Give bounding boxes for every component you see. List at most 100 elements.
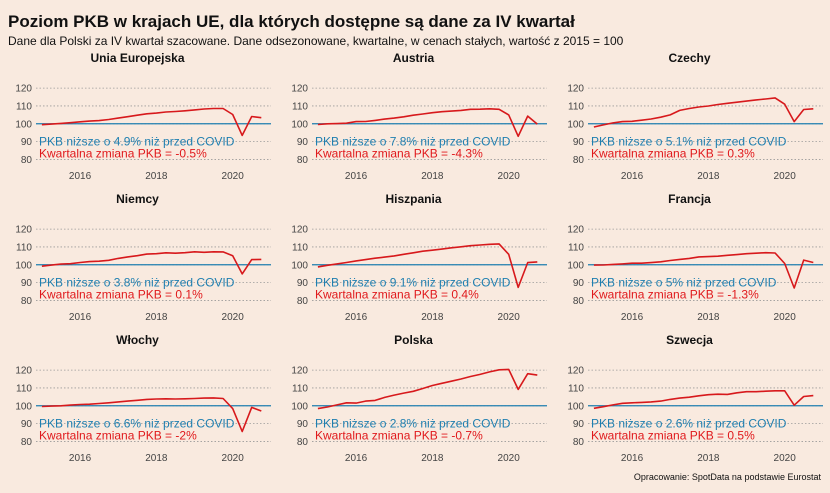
x-tick-label: 2020 [222, 453, 245, 464]
annotation-covid: PKB niższe o 9.1% niż przed COVID [315, 276, 511, 290]
annotation-covid: PKB niższe o 3.8% niż przed COVID [39, 276, 235, 290]
y-tick-label: 90 [297, 278, 309, 289]
source-note: Opracowanie: SpotData na podstawie Euros… [633, 472, 821, 482]
y-tick-label: 100 [567, 119, 584, 130]
annotation-qoq: Kwartalna zmiana PKB = -0.7% [315, 429, 483, 443]
annotation-qoq: Kwartalna zmiana PKB = -2% [39, 429, 197, 443]
y-tick-label: 120 [567, 366, 584, 377]
annotation-covid: PKB niższe o 4.9% niż przed COVID [39, 135, 235, 149]
panel-title: Francja [668, 192, 711, 206]
y-tick-label: 80 [573, 437, 585, 448]
x-tick-label: 2018 [421, 312, 444, 323]
x-tick-label: 2018 [145, 453, 168, 464]
page-title: Poziom PKB w krajach UE, dla których dos… [8, 12, 575, 31]
y-tick-label: 110 [16, 383, 32, 394]
x-tick-label: 2018 [697, 453, 720, 464]
y-tick-label: 110 [568, 383, 584, 394]
chart-panel-2: Austria 80 90 100 110 120 2016 2018 2020 PKB niżs… [291, 51, 547, 182]
panel-title: Szwecja [666, 333, 713, 347]
y-tick-label: 120 [567, 84, 584, 95]
x-tick-label: 2020 [774, 453, 797, 464]
annotation-qoq: Kwartalna zmiana PKB = -1.3% [591, 288, 759, 302]
series-line [41, 107, 262, 137]
chart-panel-6: Francja 80 90 100 110 120 2016 2018 2020 PKB niżs… [567, 192, 823, 323]
y-tick-label: 120 [291, 225, 308, 236]
annotation-covid: PKB niższe o 5% niż przed COVID [591, 276, 777, 290]
x-tick-label: 2016 [621, 312, 644, 323]
y-tick-label: 110 [292, 101, 308, 112]
panel-title: Austria [393, 51, 435, 65]
chart-panel-9: Szwecja 80 90 100 110 120 2016 2018 2020 PKB niżs… [567, 333, 823, 464]
series-line [317, 108, 538, 138]
panel-title: Niemcy [116, 192, 159, 206]
y-tick-label: 90 [573, 419, 585, 430]
x-tick-label: 2016 [69, 453, 92, 464]
x-tick-label: 2018 [421, 171, 444, 182]
annotation-covid: PKB niższe o 2.6% niż przed COVID [591, 417, 787, 431]
y-tick-label: 100 [15, 260, 32, 271]
series-line [41, 251, 262, 275]
y-tick-label: 100 [291, 119, 308, 130]
y-tick-label: 80 [297, 437, 309, 448]
annotation-qoq: Kwartalna zmiana PKB = -4.3% [315, 147, 483, 161]
y-tick-label: 120 [567, 225, 584, 236]
y-tick-label: 80 [21, 437, 33, 448]
x-tick-label: 2020 [774, 171, 797, 182]
x-tick-label: 2016 [345, 171, 368, 182]
y-tick-label: 110 [16, 242, 32, 253]
series-line [593, 389, 814, 410]
panel-title: Czechy [668, 51, 710, 65]
y-tick-label: 90 [573, 137, 585, 148]
y-tick-label: 110 [568, 242, 584, 253]
y-tick-label: 80 [297, 296, 309, 307]
x-tick-label: 2018 [421, 453, 444, 464]
page-subtitle: Dane dla Polski za IV kwartał szacowane.… [8, 34, 624, 48]
x-tick-label: 2016 [345, 312, 368, 323]
chart-panel-1: Unia Europejska 80 90 100 110 120 2016 2018 2020… [15, 51, 271, 182]
y-tick-label: 110 [292, 242, 308, 253]
y-tick-label: 120 [291, 84, 308, 95]
y-tick-label: 80 [21, 296, 33, 307]
y-tick-label: 120 [15, 366, 32, 377]
x-tick-label: 2016 [621, 171, 644, 182]
x-tick-label: 2020 [498, 312, 521, 323]
series-line [317, 243, 538, 289]
x-tick-label: 2018 [145, 312, 168, 323]
panel-title: Polska [394, 333, 433, 347]
y-tick-label: 90 [297, 419, 309, 430]
annotation-qoq: Kwartalna zmiana PKB = -0.5% [39, 147, 207, 161]
y-tick-label: 120 [15, 84, 32, 95]
x-tick-label: 2018 [145, 171, 168, 182]
y-tick-label: 90 [297, 137, 309, 148]
y-tick-label: 90 [21, 419, 33, 430]
y-tick-label: 90 [21, 137, 33, 148]
y-tick-label: 110 [568, 101, 584, 112]
x-tick-label: 2016 [69, 312, 92, 323]
x-tick-label: 2016 [621, 453, 644, 464]
x-tick-label: 2020 [222, 171, 245, 182]
annotation-qoq: Kwartalna zmiana PKB = 0.3% [591, 147, 755, 161]
y-tick-label: 110 [292, 383, 308, 394]
y-tick-label: 80 [21, 155, 33, 166]
y-tick-label: 100 [567, 401, 584, 412]
x-tick-label: 2020 [222, 312, 245, 323]
x-tick-label: 2020 [774, 312, 797, 323]
series-line [593, 251, 814, 289]
x-tick-label: 2020 [498, 171, 521, 182]
y-tick-label: 80 [573, 155, 585, 166]
x-tick-label: 2018 [697, 171, 720, 182]
chart-panel-8: Polska 80 90 100 110 120 2016 2018 2020 PKB niższ… [291, 333, 547, 464]
chart-panel-3: Czechy 80 90 100 110 120 2016 2018 2020 PKB niższ… [567, 51, 823, 182]
y-tick-label: 110 [16, 101, 32, 112]
y-tick-label: 100 [567, 260, 584, 271]
y-tick-label: 100 [15, 401, 32, 412]
annotation-qoq: Kwartalna zmiana PKB = 0.1% [39, 288, 203, 302]
chart-panel-4: Niemcy 80 90 100 110 120 2016 2018 2020 PKB niższ… [15, 192, 271, 323]
annotation-covid: PKB niższe o 5.1% niż przed COVID [591, 135, 787, 149]
panel-title: Hiszpania [385, 192, 441, 206]
annotation-qoq: Kwartalna zmiana PKB = 0.4% [315, 288, 479, 302]
series-line [317, 368, 538, 410]
y-tick-label: 100 [291, 260, 308, 271]
annotation-qoq: Kwartalna zmiana PKB = 0.5% [591, 429, 755, 443]
